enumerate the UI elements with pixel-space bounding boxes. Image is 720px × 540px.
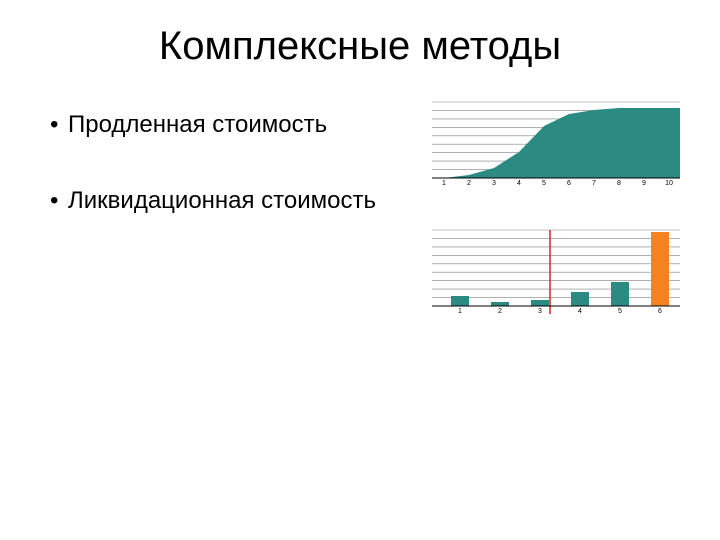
bar-chart: 1 2 3 4 5 6 [432,228,680,314]
svg-text:7: 7 [592,180,596,186]
area-chart: 1 2 3 4 5 6 7 8 9 10 [432,100,680,186]
svg-text:3: 3 [538,308,542,314]
svg-text:6: 6 [567,180,571,186]
svg-text:1: 1 [458,308,462,314]
svg-text:10: 10 [665,180,673,186]
bullet-list: • Продленная стоимость • Ликвидационная … [50,110,390,262]
svg-text:2: 2 [498,308,502,314]
slide-title: Комплексные методы [0,24,720,69]
svg-text:4: 4 [517,180,521,186]
area-chart-svg: 1 2 3 4 5 6 7 8 9 10 [432,100,680,186]
bullet-item: • Ликвидационная стоимость [50,186,390,216]
bullet-text: Ликвидационная стоимость [68,186,376,216]
svg-text:3: 3 [492,180,496,186]
svg-text:5: 5 [618,308,622,314]
bullet-dot-icon: • [50,186,68,216]
svg-text:2: 2 [467,180,471,186]
slide: Комплексные методы • Продленная стоимост… [0,0,720,540]
bullet-item: • Продленная стоимость [50,110,390,140]
bullet-text: Продленная стоимость [68,110,327,140]
svg-text:5: 5 [542,180,546,186]
svg-text:4: 4 [578,308,582,314]
svg-text:6: 6 [658,308,662,314]
svg-text:8: 8 [617,180,621,186]
bullet-dot-icon: • [50,110,68,140]
bar-chart-svg: 1 2 3 4 5 6 [432,228,680,314]
svg-text:9: 9 [642,180,646,186]
svg-text:1: 1 [442,180,446,186]
